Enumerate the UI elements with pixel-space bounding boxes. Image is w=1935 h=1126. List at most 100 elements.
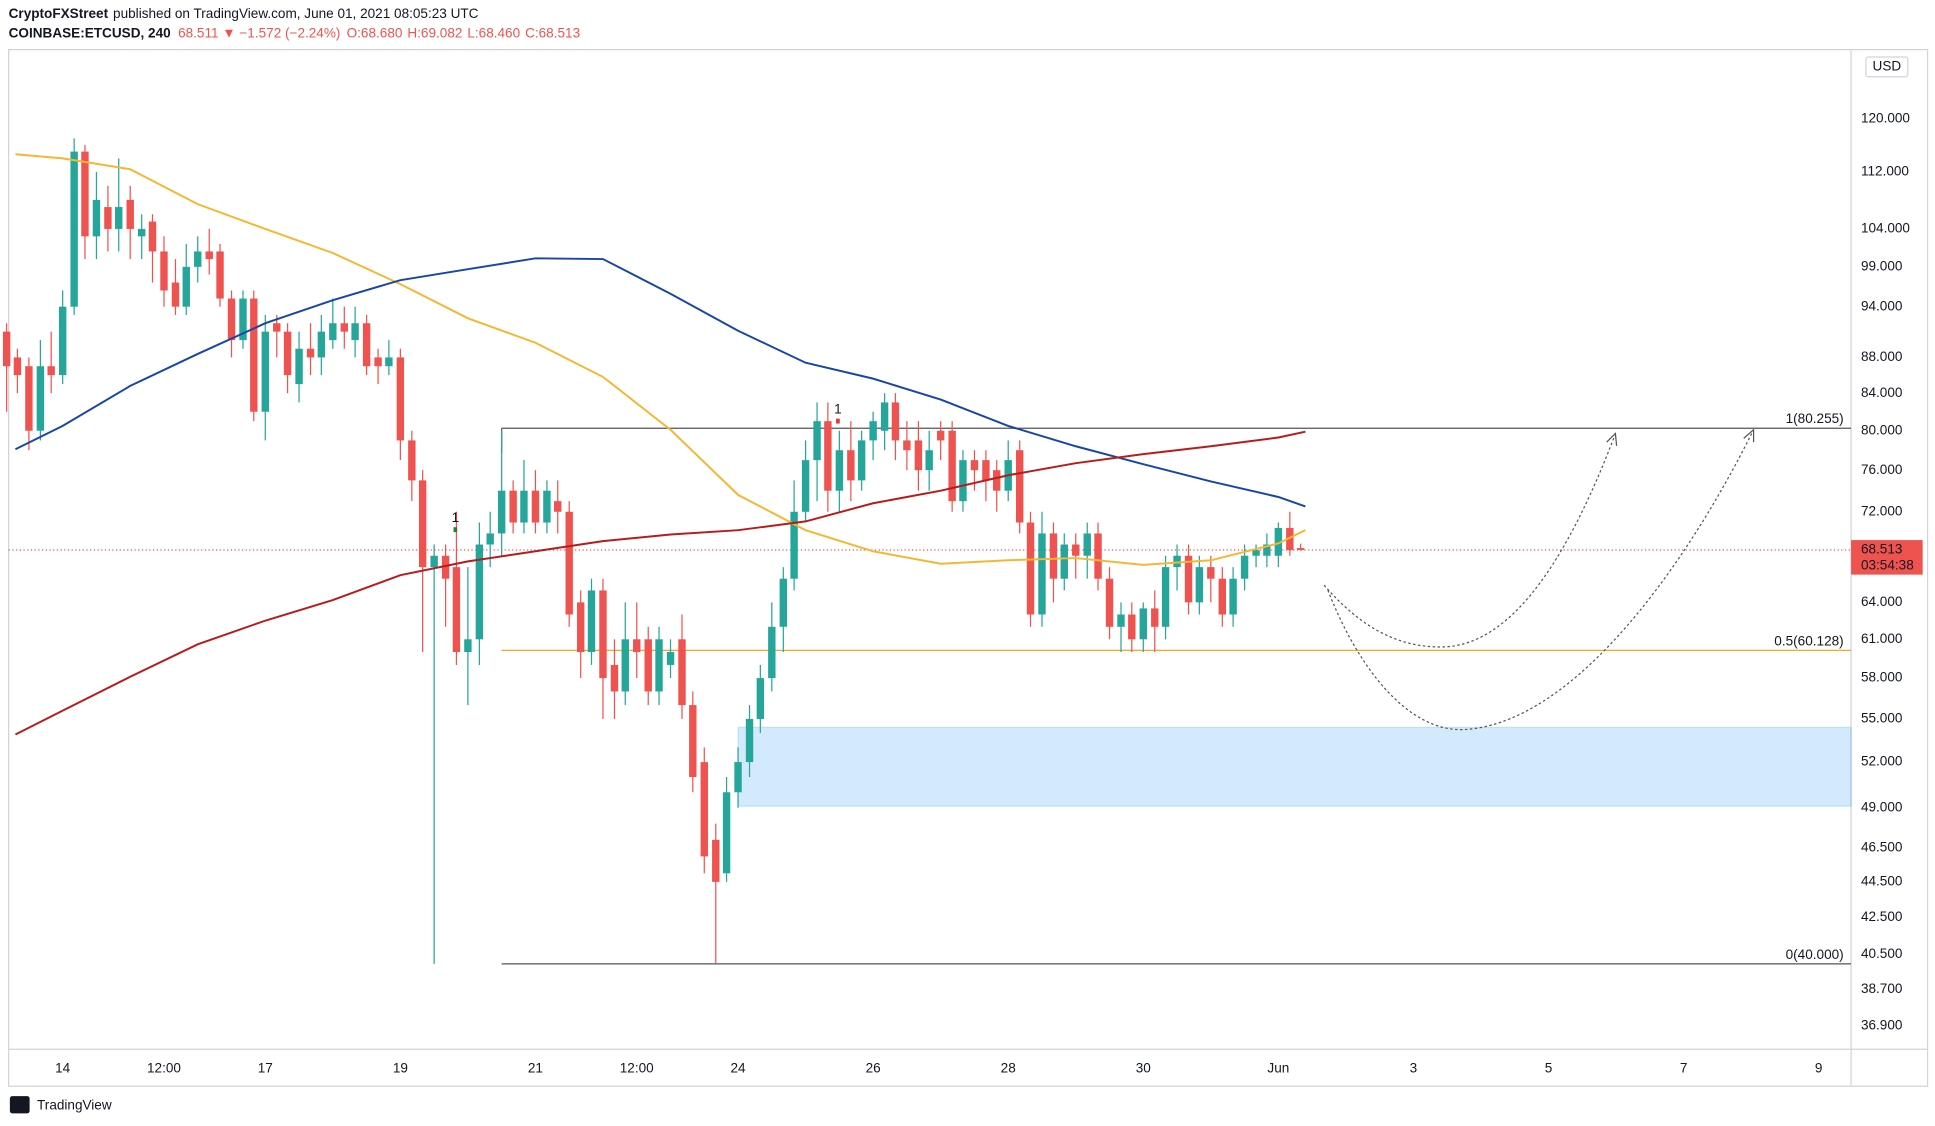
candle-body <box>1117 614 1125 627</box>
candle-body <box>847 450 855 481</box>
candle-body <box>126 199 134 229</box>
candle-body <box>621 639 629 692</box>
candle-body <box>554 501 562 512</box>
y-tick-label: 40.500 <box>1861 946 1903 961</box>
x-tick-label: 14 <box>55 1061 71 1076</box>
candle-body <box>1072 544 1080 556</box>
fib-label: 1(80.255) <box>1786 411 1844 426</box>
y-tick-label: 64.000 <box>1861 594 1903 609</box>
candle-body <box>801 460 810 512</box>
signal-tick <box>453 527 458 533</box>
candle-body <box>104 207 112 229</box>
x-tick-label: 30 <box>1136 1061 1152 1076</box>
candle-body <box>982 460 990 481</box>
currency-box[interactable] <box>1865 56 1909 78</box>
x-tick-label: 26 <box>866 1061 881 1076</box>
high: H:69.082 <box>407 25 462 40</box>
frame <box>8 49 1929 1087</box>
symbol-line: COINBASE:ETCUSD, 240 68.511 ▼ −1.572 (−2.24… <box>9 25 580 40</box>
candle-body <box>1195 567 1204 603</box>
candle-body <box>13 357 22 376</box>
candle-body <box>1274 527 1283 556</box>
candle-body <box>1296 548 1305 550</box>
candle-body <box>824 421 832 491</box>
candle-body <box>576 602 585 653</box>
x-tick-label: 9 <box>1815 1061 1823 1076</box>
y-tick-label: 38.700 <box>1861 981 1903 996</box>
fib-label: 0(40.000) <box>1786 947 1844 962</box>
candle-body <box>1105 578 1114 627</box>
candle-body <box>261 331 269 412</box>
candle-body <box>790 511 798 579</box>
y-tick-label: 58.000 <box>1861 670 1903 685</box>
candle-body <box>857 440 866 481</box>
candle-body <box>734 762 742 793</box>
candle-body <box>1151 608 1159 627</box>
candle-body <box>351 323 359 341</box>
candle-body <box>689 705 697 778</box>
candle-body <box>587 590 596 653</box>
candle-body <box>565 511 573 615</box>
y-tick-label: 94.000 <box>1861 298 1903 313</box>
candle-body <box>216 251 224 299</box>
candle-body <box>948 430 956 502</box>
candle-body <box>1094 533 1102 579</box>
candle-body <box>81 151 89 237</box>
candle-body <box>1218 578 1227 615</box>
candle-body <box>993 470 1001 491</box>
candle-body <box>531 490 540 523</box>
currency[interactable]: USD <box>1873 58 1902 73</box>
footer-logo: TradingView <box>9 1096 112 1114</box>
x-tick-label: 28 <box>1001 1061 1016 1076</box>
candle-body <box>1173 555 1181 568</box>
candle-body <box>1060 544 1068 579</box>
candle-body <box>1240 555 1249 579</box>
x-tick-label: 12:00 <box>620 1061 654 1076</box>
candle-body <box>1207 567 1215 579</box>
y-tick-label: 120.000 <box>1861 110 1910 125</box>
candle-body <box>273 323 281 332</box>
x-tick-label: 21 <box>528 1061 543 1076</box>
moving-average <box>14 257 1306 508</box>
candle-body <box>768 626 776 679</box>
candle-body <box>914 440 923 471</box>
candle-body <box>115 207 123 229</box>
y-tick-label: 61.000 <box>1861 631 1903 646</box>
candle-body <box>1015 450 1024 523</box>
moving-average <box>14 430 1306 736</box>
candle-body <box>408 440 416 481</box>
y-tick-label: 46.500 <box>1861 840 1903 855</box>
x-tick-label: 3 <box>1410 1061 1418 1076</box>
candle-body <box>1049 533 1058 579</box>
candle-body <box>160 251 168 291</box>
candle-body <box>678 639 686 706</box>
candle-body <box>47 366 55 376</box>
candle-body <box>362 323 371 367</box>
candle-body <box>1038 533 1046 615</box>
candle-body <box>194 251 202 267</box>
candle-body <box>970 460 979 471</box>
y-tick-label: 36.900 <box>1861 1018 1903 1033</box>
candle-body <box>655 639 663 692</box>
candle-body <box>475 544 484 640</box>
candle-body <box>2 331 11 367</box>
x-tick-label: 5 <box>1545 1061 1553 1076</box>
candle-body <box>666 652 675 665</box>
candle-body <box>1161 567 1170 627</box>
y-tick-label: 99.000 <box>1861 258 1903 273</box>
candle-body <box>239 298 247 341</box>
candle-body <box>58 306 67 376</box>
candle-body <box>441 555 450 579</box>
price-label-box <box>1851 540 1923 575</box>
close: C:68.513 <box>525 25 580 40</box>
candle-body <box>250 298 258 412</box>
candle-body <box>430 555 438 568</box>
candle-body <box>1229 578 1237 615</box>
candle-body <box>722 792 731 874</box>
candle-body <box>959 460 967 502</box>
candle-body <box>633 639 641 653</box>
fib-label: 0.5(60.128) <box>1774 633 1843 648</box>
price-label: 68.513 <box>1861 542 1902 557</box>
candle-body <box>712 839 720 882</box>
